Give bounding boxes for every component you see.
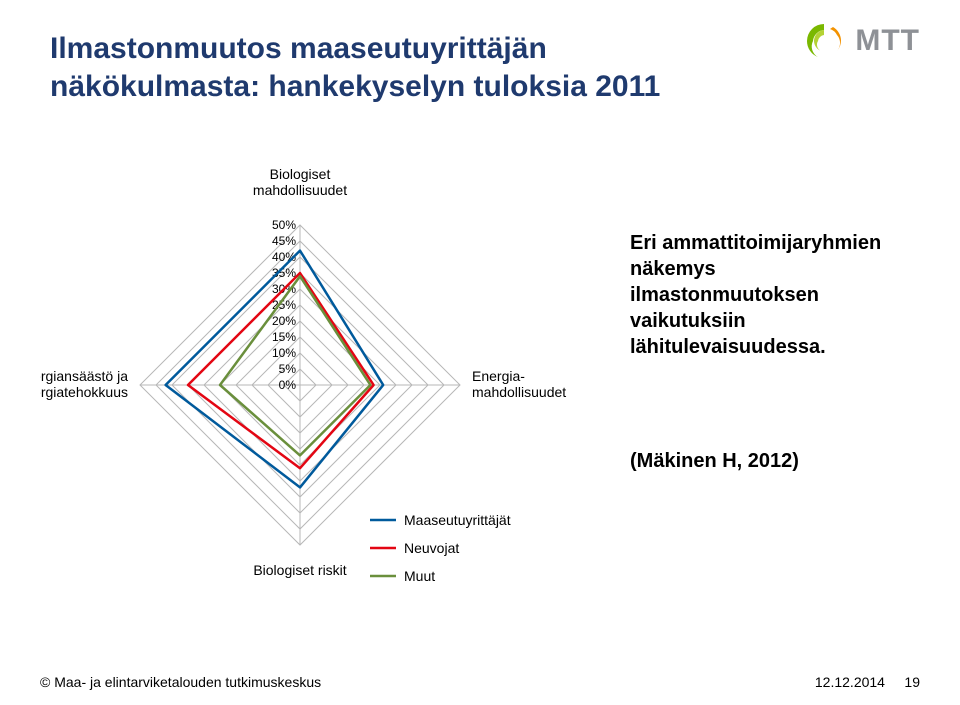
radar-axis-label: mahdollisuudet <box>253 182 347 198</box>
footer: © Maa- ja elintarviketalouden tutkimuske… <box>0 674 960 690</box>
side-text-line3: ilmastonmuutoksen <box>630 282 930 308</box>
legend-label: Muut <box>404 568 435 584</box>
radar-tick-label: 5% <box>279 362 297 376</box>
radar-chart: 50%45%40%35%30%25%20%15%10%5%0%Biologise… <box>40 130 600 650</box>
citation: (Mäkinen H, 2012) <box>630 450 930 473</box>
radar-axis-label: mahdollisuudet <box>472 384 566 400</box>
radar-tick-label: 10% <box>272 346 296 360</box>
footer-date: 12.12.2014 <box>815 674 885 690</box>
radar-axis-label: Energiansäästö ja <box>40 368 128 384</box>
mtt-logo: MTT <box>803 20 920 62</box>
radar-axis-label: energiatehokkuus <box>40 384 128 400</box>
radar-tick-label: 0% <box>279 378 297 392</box>
slide-title: Ilmastonmuutos maaseutuyrittäjän näkökul… <box>50 30 660 105</box>
legend-label: Neuvojat <box>404 540 459 556</box>
footer-page: 19 <box>904 674 920 690</box>
radar-tick-label: 15% <box>272 330 296 344</box>
side-text-line5: lähitulevaisuudessa. <box>630 334 930 360</box>
side-text-line4: vaikutuksiin <box>630 308 930 334</box>
radar-tick-label: 45% <box>272 234 296 248</box>
footer-copyright: © Maa- ja elintarviketalouden tutkimuske… <box>40 674 321 690</box>
radar-tick-label: 50% <box>272 218 296 232</box>
side-description: Eri ammattitoimijaryhmien näkemys ilmast… <box>630 230 930 360</box>
logo-text: MTT <box>855 24 920 58</box>
side-text-line1: Eri ammattitoimijaryhmien <box>630 230 930 256</box>
radar-axis-label: Biologiset <box>270 166 331 182</box>
side-text-line2: näkemys <box>630 256 930 282</box>
radar-tick-label: 20% <box>272 314 296 328</box>
radar-axis-label: Energia- <box>472 368 525 384</box>
slide-title-line1: Ilmastonmuutos maaseutuyrittäjän <box>50 30 660 68</box>
logo-swirl-icon <box>803 20 845 62</box>
radar-axis-label: Biologiset riskit <box>253 562 346 578</box>
legend-label: Maaseutuyrittäjät <box>404 512 511 528</box>
slide-title-line2: näkökulmasta: hankekyselyn tuloksia 2011 <box>50 68 660 106</box>
